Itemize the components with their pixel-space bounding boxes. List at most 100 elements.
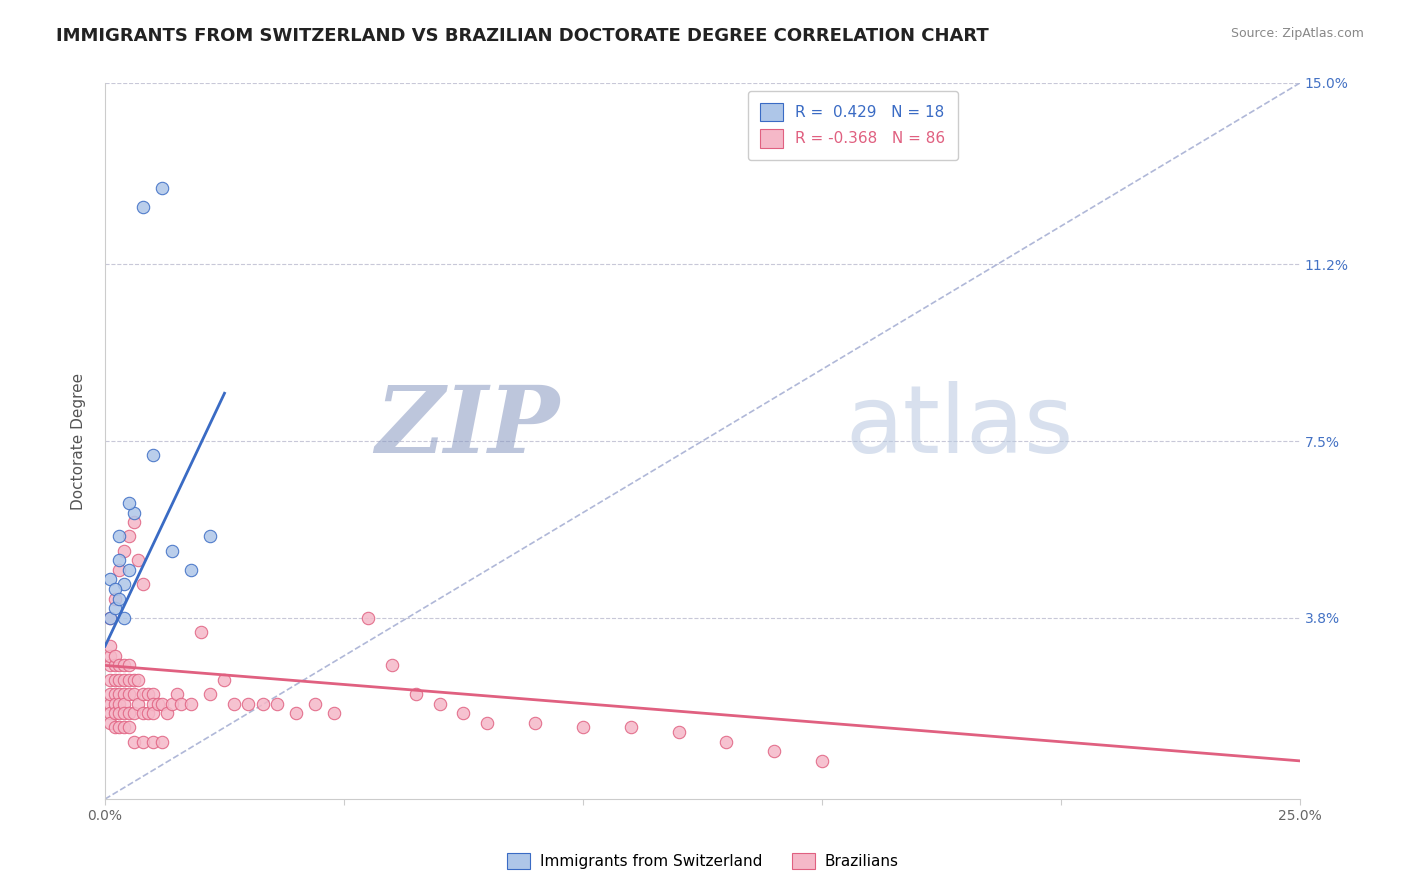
Point bbox=[112, 697, 135, 711]
Point bbox=[103, 601, 125, 615]
Point bbox=[103, 706, 125, 720]
Point bbox=[453, 706, 475, 720]
Point bbox=[160, 543, 183, 558]
Text: atlas: atlas bbox=[846, 381, 1074, 473]
Point bbox=[112, 706, 135, 720]
Point bbox=[668, 725, 690, 739]
Point bbox=[118, 687, 141, 701]
Point bbox=[132, 200, 155, 214]
Point bbox=[112, 721, 135, 735]
Point bbox=[103, 721, 125, 735]
Point bbox=[108, 673, 131, 687]
Point bbox=[132, 687, 155, 701]
Point bbox=[98, 648, 121, 663]
Point bbox=[103, 687, 125, 701]
Point bbox=[103, 582, 125, 596]
Point bbox=[108, 687, 131, 701]
Point bbox=[716, 735, 738, 749]
Point bbox=[118, 658, 141, 673]
Point bbox=[524, 715, 547, 730]
Point bbox=[198, 687, 221, 701]
Point bbox=[103, 591, 125, 606]
Point bbox=[112, 658, 135, 673]
Point bbox=[166, 687, 188, 701]
Point bbox=[103, 648, 125, 663]
Point bbox=[98, 706, 121, 720]
Point bbox=[620, 721, 643, 735]
Point bbox=[98, 658, 121, 673]
Point bbox=[122, 515, 145, 529]
Point bbox=[127, 697, 149, 711]
Point bbox=[112, 577, 135, 591]
Point bbox=[108, 706, 131, 720]
Point bbox=[122, 506, 145, 520]
Point bbox=[122, 673, 145, 687]
Point bbox=[98, 610, 121, 624]
Point bbox=[112, 673, 135, 687]
Point bbox=[763, 744, 786, 758]
Point bbox=[108, 553, 131, 567]
Point bbox=[142, 687, 165, 701]
Point bbox=[108, 529, 131, 543]
Point bbox=[304, 697, 326, 711]
Point bbox=[132, 577, 155, 591]
Point bbox=[103, 673, 125, 687]
Point bbox=[142, 448, 165, 462]
Point bbox=[156, 706, 179, 720]
Point bbox=[142, 706, 165, 720]
Legend: Immigrants from Switzerland, Brazilians: Immigrants from Switzerland, Brazilians bbox=[502, 847, 904, 875]
Point bbox=[572, 721, 595, 735]
Point bbox=[127, 553, 149, 567]
Point bbox=[108, 563, 131, 577]
Point bbox=[108, 697, 131, 711]
Point bbox=[160, 697, 183, 711]
Point bbox=[811, 754, 834, 768]
Point bbox=[118, 673, 141, 687]
Point bbox=[136, 706, 159, 720]
Point bbox=[190, 624, 212, 639]
Point bbox=[170, 697, 193, 711]
Point bbox=[98, 610, 121, 624]
Point bbox=[118, 563, 141, 577]
Point bbox=[285, 706, 308, 720]
Point bbox=[98, 673, 121, 687]
Text: ZIP: ZIP bbox=[375, 382, 560, 472]
Point bbox=[122, 706, 145, 720]
Point bbox=[150, 735, 173, 749]
Legend: R =  0.429   N = 18, R = -0.368   N = 86: R = 0.429 N = 18, R = -0.368 N = 86 bbox=[748, 91, 957, 160]
Point bbox=[98, 640, 121, 654]
Point bbox=[98, 697, 121, 711]
Point bbox=[381, 658, 404, 673]
Point bbox=[429, 697, 451, 711]
Point bbox=[150, 697, 173, 711]
Point bbox=[98, 715, 121, 730]
Point bbox=[142, 735, 165, 749]
Point bbox=[112, 687, 135, 701]
Point bbox=[146, 697, 169, 711]
Point bbox=[222, 697, 245, 711]
Point bbox=[103, 697, 125, 711]
Point bbox=[180, 563, 202, 577]
Y-axis label: Doctorate Degree: Doctorate Degree bbox=[72, 373, 86, 509]
Point bbox=[142, 697, 165, 711]
Point bbox=[323, 706, 346, 720]
Point bbox=[108, 591, 131, 606]
Point bbox=[198, 529, 221, 543]
Point bbox=[98, 687, 121, 701]
Point bbox=[127, 673, 149, 687]
Point bbox=[118, 706, 141, 720]
Point bbox=[118, 496, 141, 510]
Point bbox=[103, 658, 125, 673]
Point bbox=[180, 697, 202, 711]
Point bbox=[150, 181, 173, 195]
Point bbox=[136, 687, 159, 701]
Point bbox=[357, 610, 380, 624]
Point bbox=[118, 721, 141, 735]
Point bbox=[108, 721, 131, 735]
Point bbox=[252, 697, 274, 711]
Point bbox=[98, 573, 121, 587]
Point bbox=[132, 735, 155, 749]
Point bbox=[238, 697, 260, 711]
Text: Source: ZipAtlas.com: Source: ZipAtlas.com bbox=[1230, 27, 1364, 40]
Point bbox=[122, 735, 145, 749]
